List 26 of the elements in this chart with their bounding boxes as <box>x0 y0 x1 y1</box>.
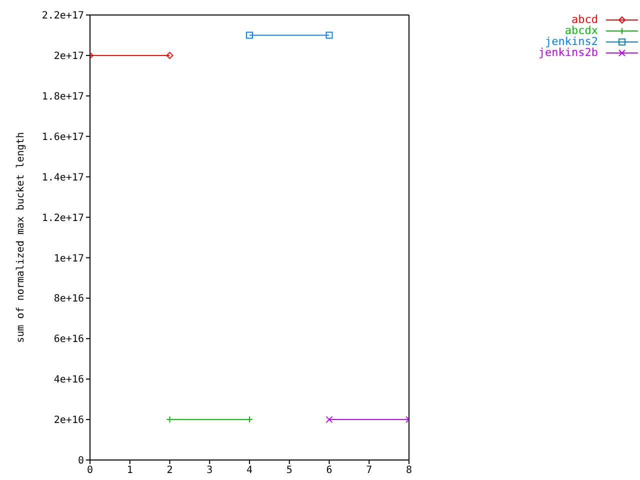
y-tick-label: 2e+17 <box>54 51 84 62</box>
x-tick-label: 8 <box>406 465 412 476</box>
y-tick-label: 0 <box>78 456 84 467</box>
y-tick-label: 2e+16 <box>54 415 84 426</box>
legend-label: jenkins2 <box>545 35 598 48</box>
legend-label: jenkins2b <box>538 46 598 59</box>
y-tick-label: 4e+16 <box>54 374 84 386</box>
y-tick-label: 1e+17 <box>54 253 84 264</box>
x-tick-label: 3 <box>206 465 213 476</box>
legend-label: abcd <box>572 13 598 26</box>
legend-label: abcdx <box>564 24 598 37</box>
y-tick-label: 1.6e+17 <box>42 132 84 143</box>
x-tick-label: 5 <box>286 465 292 476</box>
x-tick-label: 1 <box>126 465 133 476</box>
y-tick-label: 2.2e+17 <box>42 10 84 22</box>
y-tick-label: 1.4e+17 <box>42 172 84 184</box>
y-tick-label: 1.8e+17 <box>42 91 84 102</box>
x-tick-label: 2 <box>166 465 173 476</box>
x-tick-label: 7 <box>366 465 372 476</box>
y-tick-label: 8e+16 <box>54 294 84 305</box>
x-tick-label: 4 <box>246 465 253 476</box>
y-axis-title: sum of normalized max bucket length <box>16 132 27 343</box>
x-tick-label: 0 <box>86 465 94 476</box>
y-tick-label: 6e+16 <box>54 334 84 346</box>
x-tick-label: 6 <box>326 465 332 476</box>
y-tick-label: 1.2e+17 <box>42 212 84 224</box>
